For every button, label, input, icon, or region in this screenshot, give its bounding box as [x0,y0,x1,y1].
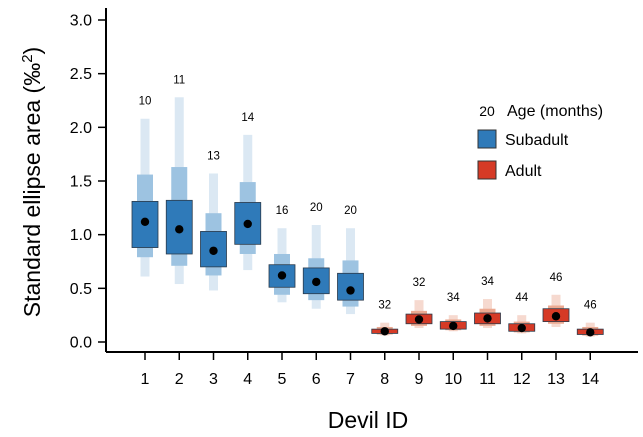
devil-8-intervals [371,322,399,336]
mode-point [380,327,389,336]
x-tick-label: 12 [513,371,531,388]
devil-12-intervals [508,315,536,334]
mode-point [414,315,424,324]
y-tick-label: 0.5 [70,281,92,298]
y-tick-label: 1.5 [70,174,92,191]
legend-subadult-swatch [477,129,497,149]
age-labels: 10 11 13 14 16 20 20 32 32 34 34 44 46 46 [139,74,597,311]
age-label: 13 [207,150,220,162]
x-tick-label: 6 [312,371,321,388]
x-tick-label: 5 [278,371,287,388]
devil-1-intervals [131,118,159,277]
age-label: 14 [241,112,254,124]
mode-point [243,219,252,229]
devil-2-intervals [165,97,193,285]
devil-3-intervals [200,173,227,291]
legend-adult-swatch [477,160,497,180]
mode-point [449,321,458,331]
devil-7-intervals [337,228,364,315]
devil-11-intervals [474,299,501,329]
devil-9-intervals [405,300,433,329]
x-tick-label: 14 [581,371,599,388]
devil-10-intervals [439,315,467,332]
age-label: 32 [413,277,426,289]
age-label: 34 [447,292,460,304]
x-tick-label: 9 [415,371,424,388]
x-axis-ticks: 1 2 3 4 5 6 7 8 9 10 11 12 13 14 [141,352,599,388]
legend-subadult-label: Subadult [505,132,569,149]
x-tick-label: 2 [175,371,184,388]
y-axis-title-unit: ‰ [19,63,45,86]
devil-5-intervals [268,228,296,303]
age-label: 32 [378,300,391,312]
age-label: 46 [584,300,597,312]
y-axis-title-main: Standard ellipse area ( [19,85,45,317]
mode-point [551,312,561,321]
x-tick-label: 13 [547,371,565,388]
interval-i50-bar [200,231,227,268]
age-label: 10 [139,96,152,108]
x-tick-label: 10 [444,371,462,388]
legend-age-text: Age (months) [507,103,603,120]
x-tick-label: 11 [479,371,496,388]
legend-adult-label: Adult [505,163,542,180]
age-label: 44 [515,292,528,304]
mode-point [209,246,218,255]
legend-age-number: 20 [479,103,495,119]
y-tick-label: 1.0 [70,227,92,244]
x-axis-title: Devil ID [328,407,409,433]
x-tick-label: 3 [209,371,218,388]
age-label: 11 [173,74,185,86]
age-label: 20 [310,202,323,214]
age-label: 46 [550,272,563,284]
y-tick-label: 3.0 [70,13,92,30]
devil-14-intervals [576,322,604,337]
legend: 20 Age (months) Subadult Adult [477,103,603,180]
interval-bars [131,97,604,337]
y-tick-label: 2.0 [70,120,92,137]
mode-point [483,314,492,323]
mode-point [277,271,287,280]
mode-point [140,217,150,226]
mode-point [346,286,355,295]
mode-point [175,225,184,234]
age-label: 34 [481,276,494,288]
y-axis-title-sup: 2 [19,54,36,62]
y-axis-title-close: ) [19,47,45,55]
age-label: 20 [344,205,357,217]
mode-point [312,277,321,287]
devil-13-intervals [542,294,570,327]
devil-6-intervals [302,225,330,309]
y-axis-title: Standard ellipse area (‰2) [19,47,46,317]
y-tick-label: 0.0 [70,335,92,352]
x-tick-label: 8 [380,371,389,388]
mode-point [517,323,526,333]
y-tick-label: 2.5 [70,66,92,83]
x-tick-label: 4 [243,371,252,388]
x-tick-label: 7 [346,371,355,388]
mode-point [586,328,595,337]
y-axis-ticks: 0.0 0.5 1.0 1.5 2.0 2.5 3.0 [70,13,106,352]
x-tick-label: 1 [141,371,150,388]
devil-4-intervals [234,134,262,271]
age-label: 16 [276,205,289,217]
